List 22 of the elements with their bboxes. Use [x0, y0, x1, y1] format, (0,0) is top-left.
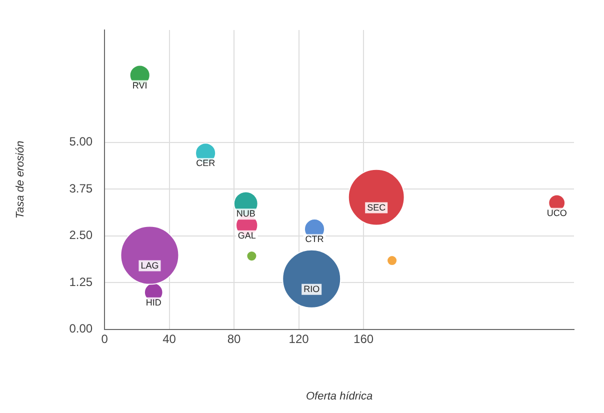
- x-tick-label: 120: [288, 332, 310, 346]
- x-tick-label: 0: [101, 332, 108, 346]
- x-axis-title: Oferta hídrica: [306, 390, 373, 402]
- series-label: NUB: [236, 208, 256, 219]
- series-label: LAG: [140, 260, 159, 270]
- series-label: RVI: [132, 80, 148, 90]
- series-label: UCO: [546, 208, 567, 218]
- x-tick-label: 40: [162, 332, 176, 346]
- y-axis-title: Tasa de erosión: [14, 140, 27, 219]
- series-label: GAL: [238, 230, 256, 240]
- y-tick-label: 2.50: [69, 228, 93, 242]
- x-tick-label: 160: [354, 332, 374, 346]
- series-label: CER: [196, 158, 216, 168]
- x-tick-label: 80: [227, 332, 242, 346]
- y-tick-label: 5.00: [69, 134, 93, 149]
- series-label: RIO: [304, 284, 320, 294]
- series-label: HID: [146, 297, 162, 308]
- series-label: CTR: [305, 234, 324, 244]
- y-tick-label: 3.75: [69, 181, 93, 196]
- series-label: SEC: [367, 202, 386, 212]
- y-tick-label: 0.00: [69, 322, 93, 336]
- y-tick-label: 1.25: [69, 274, 93, 289]
